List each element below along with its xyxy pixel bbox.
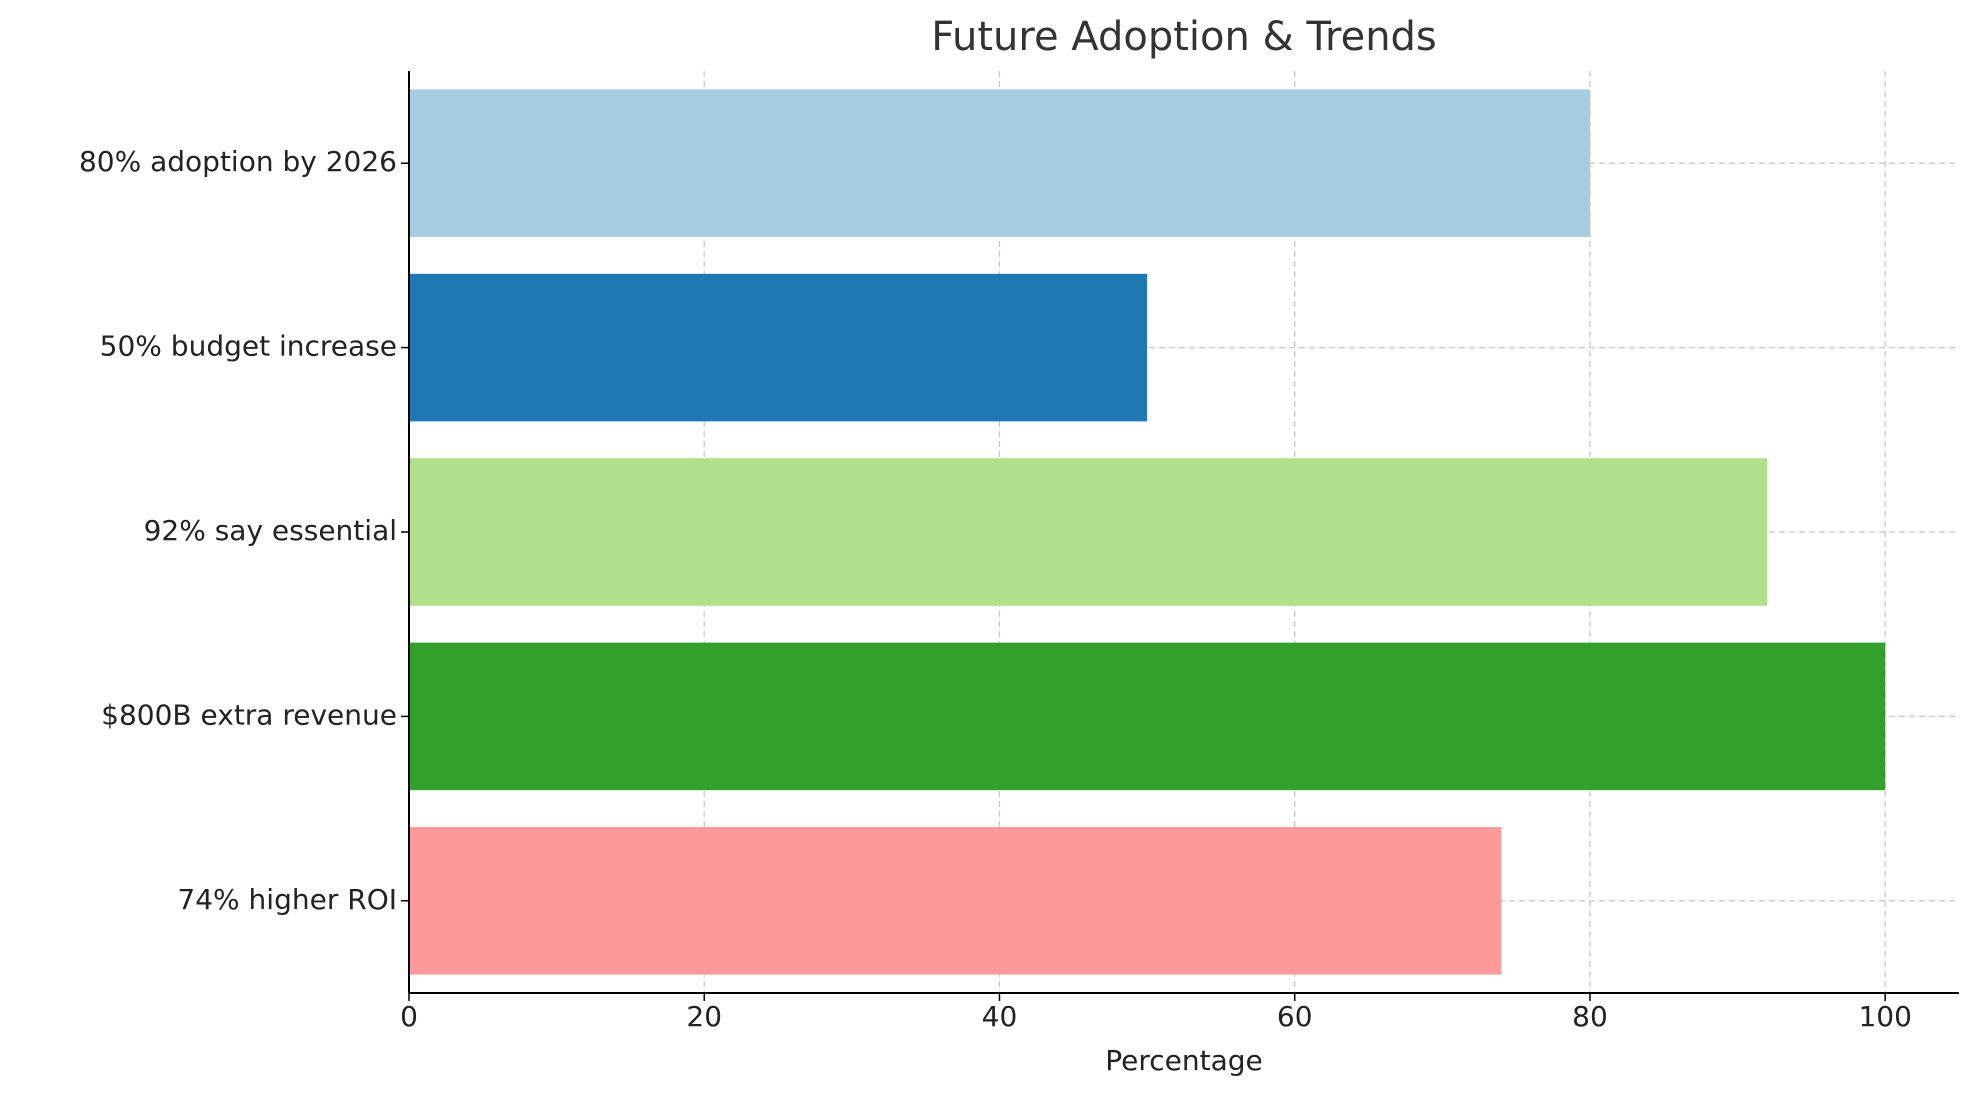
x-tick-label: 40 (982, 1000, 1018, 1033)
x-tick-label: 80 (1572, 1000, 1608, 1033)
y-tick-label: 80% adoption by 2026 (79, 145, 397, 178)
x-tick-label: 60 (1277, 1000, 1313, 1033)
x-axis-label: Percentage (1105, 1044, 1263, 1077)
bar (409, 89, 1590, 237)
bar (409, 827, 1502, 975)
y-tick-label: 50% budget increase (100, 330, 397, 363)
y-tick-label: $800B extra revenue (101, 698, 397, 731)
chart-title: Future Adoption & Trends (931, 14, 1437, 60)
x-tick-label: 0 (400, 1000, 418, 1033)
bar (409, 273, 1148, 422)
x-tick-label: 100 (1858, 1000, 1911, 1033)
y-tick-label: 74% higher ROI (177, 883, 397, 916)
y-tick-label: 92% say essential (144, 514, 397, 547)
bar (409, 458, 1768, 606)
x-tick-label: 20 (686, 1000, 722, 1033)
bar (409, 642, 1886, 791)
